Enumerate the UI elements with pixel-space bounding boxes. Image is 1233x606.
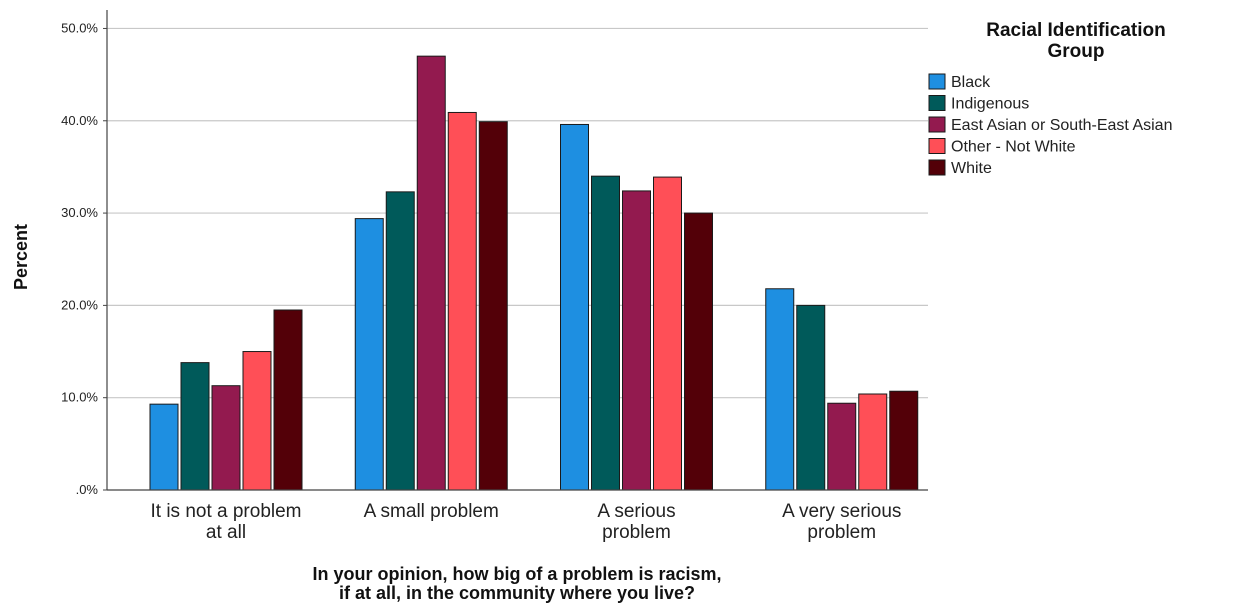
y-tick-label: 30.0% [61, 205, 98, 220]
x-category-label: It is not a problem [150, 501, 301, 522]
bar [242, 351, 272, 491]
bar [149, 403, 179, 491]
x-category-label: problem [807, 522, 876, 543]
axes [103, 10, 928, 491]
bar [765, 288, 795, 491]
x-category-label: at all [206, 522, 246, 543]
legend-swatch [928, 95, 946, 111]
bar [560, 123, 589, 491]
bar [385, 191, 415, 491]
bar [858, 393, 888, 491]
y-tick-label: .0% [76, 482, 99, 497]
bar [180, 362, 210, 491]
legend-swatch [928, 159, 946, 176]
legend-label: Other - Not White [951, 139, 1076, 156]
bar [273, 309, 303, 491]
x-category-label: A very serious [782, 501, 901, 522]
x-axis-title-line: if at all, in the community where you li… [339, 583, 695, 603]
y-axis-title: Percent [11, 224, 31, 290]
x-axis-title-line: In your opinion, how big of a problem is… [312, 564, 721, 584]
bar [889, 390, 919, 491]
legend-label: East Asian or South-East Asian [951, 117, 1172, 134]
legend-swatch [928, 73, 946, 90]
legend-title: Racial Identification [986, 20, 1165, 41]
bar [591, 175, 620, 491]
legend-label: Black [951, 74, 991, 91]
x-axis-title: In your opinion, how big of a problem is… [312, 564, 721, 603]
legend-swatch [928, 138, 946, 154]
y-tick-labels: .0% 10.0% 20.0% 30.0% 40.0% 50.0% [61, 20, 98, 497]
bar [796, 304, 826, 491]
bar [684, 212, 713, 491]
y-tick-label: 20.0% [61, 297, 98, 312]
bar [354, 218, 384, 491]
bar [447, 111, 477, 491]
x-category-label: A serious [597, 501, 675, 522]
bar [827, 402, 857, 491]
y-tick-label: 50.0% [61, 20, 98, 35]
y-tick-label: 40.0% [61, 113, 98, 128]
bar [622, 190, 651, 491]
bars [149, 55, 919, 491]
bar [478, 121, 508, 491]
x-category-label: A small problem [364, 501, 499, 522]
legend-label: Indigenous [951, 96, 1029, 113]
legend-label: White [951, 160, 992, 177]
legend-title: Group [1048, 41, 1105, 62]
legend-swatch [928, 116, 946, 133]
bar [211, 385, 241, 491]
bar [653, 176, 682, 491]
y-tick-label: 10.0% [61, 390, 98, 405]
bar [416, 55, 446, 491]
x-category-label: problem [602, 522, 671, 543]
